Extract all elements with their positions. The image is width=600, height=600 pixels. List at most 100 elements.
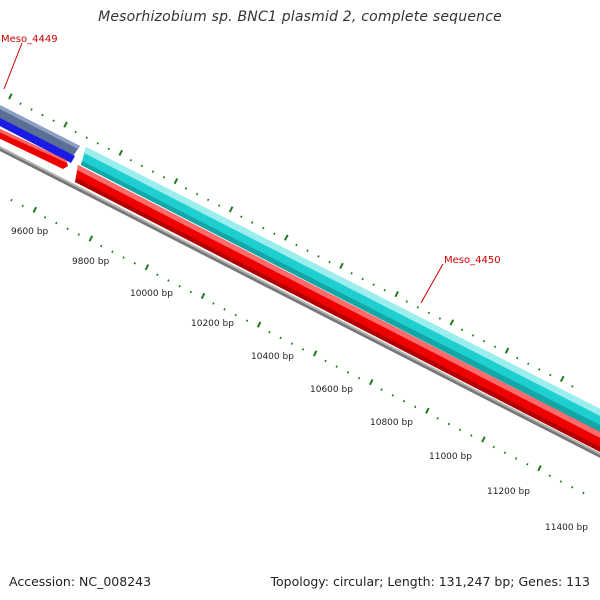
ruler-minor-tick [279,336,282,340]
ruler-minor-tick [111,250,114,254]
outer-major-tick [118,149,123,156]
ruler-minor-tick [290,342,294,345]
gene-labels: Meso_4449 Meso_4450 [1,34,501,304]
ruler-minor-tick [582,491,585,495]
outer-minor-tick [372,283,375,286]
ruler-minor-tick [492,445,495,449]
ruler-label: 10000 bp [130,289,173,299]
outer-minor-tick [482,339,486,343]
ruler-label: 11200 bp [487,487,530,497]
outer-minor-tick [85,136,88,139]
feature-4449-blue[interactable] [0,113,75,163]
ruler-minor-tick [100,244,103,248]
outer-minor-tick [129,159,133,162]
ruler-minor-tick [133,262,136,265]
ruler-major-tick [312,350,318,357]
ruler-label: 10600 bp [310,385,353,395]
ruler-major-tick [88,235,94,242]
outer-minor-tick [195,192,199,196]
outer-minor-tick [251,221,254,224]
gene-label-leader [420,263,444,304]
ruler-minor-tick [122,256,125,259]
ruler-minor-tick [268,330,271,334]
outer-minor-tick [41,113,44,117]
ruler-minor-tick [156,273,159,277]
ruler-minor-tick [167,279,170,282]
outer-minor-tick [262,226,265,230]
ruler-labels: 9600 bp 9800 bp 10000 bp 10200 bp 10400 bp 10… [11,227,588,533]
ruler-minor-tick [346,371,350,374]
ruler-minor-tick [514,457,518,460]
ruler-minor-tick [234,313,237,317]
ruler-major-tick [256,321,262,328]
outer-minor-tick [107,147,110,151]
outer-minor-tick [19,102,22,106]
feature-4450-red-shadow [75,178,600,452]
ruler-major-tick [537,465,542,472]
outer-major-tick [449,319,455,326]
outer-minor-tick [151,170,155,173]
ruler-major-tick [369,378,374,386]
sequence-backbone-highlight [0,146,600,455]
outer-minor-tick [438,317,442,320]
outer-minor-tick [30,108,33,111]
ruler-minor-tick [245,319,249,322]
outer-minor-tick [162,175,166,179]
outer-minor-tick [427,311,431,315]
ruler-label: 11000 bp [429,452,472,462]
outer-minor-tick [460,328,464,332]
outer-minor-tick [493,345,497,349]
accession-label: Accession: NC_008243 [9,574,152,589]
ruler-minor-tick [571,485,574,489]
feature-4450-cyan-highlight [84,147,600,416]
outer-minor-tick [416,305,420,309]
feature-4450-red-highlight [77,165,600,438]
outer-major-tick [394,290,399,298]
ruler-major-tick [200,292,206,300]
outer-minor-tick [140,164,144,168]
outer-major-tick [559,375,565,383]
ruler-label: 10200 bp [191,319,234,329]
ruler-label: 10800 bp [370,418,413,428]
ruler-label: 10400 bp [251,352,294,362]
outer-major-tick [284,234,289,241]
ruler-minor-tick [414,405,417,409]
ruler-minor-tick [21,204,24,208]
outer-minor-tick [295,243,298,247]
outer-major-tick [339,262,344,269]
feature-tracks [0,105,600,458]
outer-minor-tick [206,198,210,202]
ruler-major-tick [32,206,38,213]
feature-4450-cyan-shadow [81,161,600,432]
ruler-minor-tick [301,348,305,351]
outer-minor-tick [328,260,331,264]
outer-major-tick [8,93,13,100]
outer-minor-tick [538,368,541,371]
outer-minor-tick [217,204,221,207]
ruler-label: 11400 bp [545,523,588,533]
outer-minor-tick [361,277,364,281]
ruler-minor-tick [178,284,181,288]
ruler-minor-tick [458,428,462,432]
ruler-minor-tick [335,365,338,368]
outer-minor-tick [184,187,188,190]
outer-minor-tick [52,119,55,122]
ruler-minor-tick [77,233,80,236]
outer-minor-tick [74,130,77,134]
ruler-minor-tick [503,451,507,455]
outer-minor-tick [571,385,574,388]
outer-minor-tick [350,272,353,275]
gene-label: Meso_4450 [444,255,501,266]
ruler-minor-tick [447,422,451,426]
ruler-minor-tick [55,221,58,225]
ruler-minor-tick [391,394,394,397]
ruler-minor-tick [402,399,406,403]
topology-summary: Topology: circular; Length: 131,247 bp; … [270,574,591,589]
ruler-minor-tick [212,302,215,305]
outer-minor-tick [96,142,99,145]
outer-minor-tick [405,300,408,303]
inner-ruler [10,198,585,495]
ruler-minor-tick [66,227,69,231]
ruler-label: 9800 bp [72,257,109,267]
